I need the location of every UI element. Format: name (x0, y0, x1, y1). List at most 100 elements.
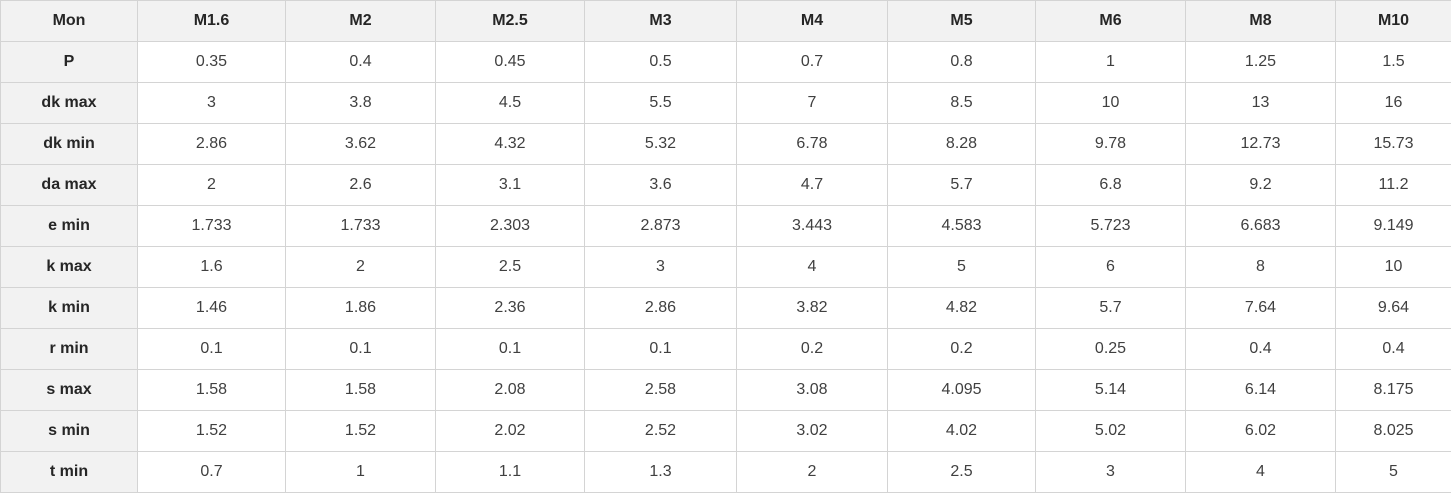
table-cell: 2.58 (584, 369, 737, 411)
table-cell: 2.52 (584, 410, 737, 452)
table-cell: 10 (1335, 246, 1451, 288)
column-header-m3: M3 (584, 0, 737, 42)
table-row: s max 1.58 1.58 2.08 2.58 3.08 4.095 5.14 6.14 8.… (0, 369, 1451, 411)
table-cell: 3.6 (584, 164, 737, 206)
row-label: r min (0, 328, 138, 370)
table-cell: 5.7 (1035, 287, 1186, 329)
column-header-m10: M10 (1335, 0, 1451, 42)
table-cell: 2.5 (887, 451, 1036, 493)
table-cell: 1.52 (285, 410, 436, 452)
table-cell: 3 (137, 82, 286, 124)
table-cell: 2 (137, 164, 286, 206)
table-cell: 5.723 (1035, 205, 1186, 247)
table-cell: 8.28 (887, 123, 1036, 165)
table-cell: 15.73 (1335, 123, 1451, 165)
row-label: s min (0, 410, 138, 452)
table-row: P 0.35 0.4 0.45 0.5 0.7 0.8 1 1.25 1.5 (0, 41, 1451, 83)
table-cell: 3.1 (435, 164, 585, 206)
table-cell: 4.583 (887, 205, 1036, 247)
table-cell: 5.14 (1035, 369, 1186, 411)
table-cell: 4 (1185, 451, 1336, 493)
table-cell: 7 (736, 82, 888, 124)
table-cell: 1.733 (285, 205, 436, 247)
table-row: e min 1.733 1.733 2.303 2.873 3.443 4.583 5.723… (0, 205, 1451, 247)
table-cell: 1.52 (137, 410, 286, 452)
table-row: dk min 2.86 3.62 4.32 5.32 6.78 8.28 9.78 12.73 1… (0, 123, 1451, 165)
table-cell: 6.683 (1185, 205, 1336, 247)
table-cell: 16 (1335, 82, 1451, 124)
table-cell: 0.5 (584, 41, 737, 83)
table-cell: 1.1 (435, 451, 585, 493)
table-cell: 0.35 (137, 41, 286, 83)
table-cell: 2.86 (584, 287, 737, 329)
table-cell: 0.4 (285, 41, 436, 83)
table-row: k min 1.46 1.86 2.36 2.86 3.82 4.82 5.7 7.64 9.64 (0, 287, 1451, 329)
table-cell: 3.02 (736, 410, 888, 452)
table-cell: 8.175 (1335, 369, 1451, 411)
table-cell: 6.78 (736, 123, 888, 165)
table-cell: 2.02 (435, 410, 585, 452)
column-header-m5: M5 (887, 0, 1036, 42)
table-cell: 1.3 (584, 451, 737, 493)
table-cell: 2.6 (285, 164, 436, 206)
table-cell: 0.1 (137, 328, 286, 370)
column-header-m1.6: M1.6 (137, 0, 286, 42)
table-cell: 0.7 (736, 41, 888, 83)
table-cell: 4.82 (887, 287, 1036, 329)
table-header-row: Mon M1.6 M2 M2.5 M3 M4 M5 M6 M8 M10 (0, 0, 1451, 42)
table-cell: 6.14 (1185, 369, 1336, 411)
table-cell: 3 (584, 246, 737, 288)
header-row: Mon M1.6 M2 M2.5 M3 M4 M5 M6 M8 M10 (0, 0, 1451, 42)
row-label: da max (0, 164, 138, 206)
table-cell: 0.7 (137, 451, 286, 493)
table-row: dk max 3 3.8 4.5 5.5 7 8.5 10 13 16 (0, 82, 1451, 124)
table-cell: 2 (285, 246, 436, 288)
table-cell: 2.08 (435, 369, 585, 411)
column-header-m2: M2 (285, 0, 436, 42)
corner-header-cell: Mon (0, 0, 138, 42)
table-cell: 10 (1035, 82, 1186, 124)
table-cell: 4.32 (435, 123, 585, 165)
table-cell: 5.32 (584, 123, 737, 165)
column-header-m2.5: M2.5 (435, 0, 585, 42)
row-label: dk min (0, 123, 138, 165)
row-label: e min (0, 205, 138, 247)
table-cell: 8.025 (1335, 410, 1451, 452)
table-cell: 11.2 (1335, 164, 1451, 206)
table-cell: 0.8 (887, 41, 1036, 83)
table-cell: 3.443 (736, 205, 888, 247)
table-row: k max 1.6 2 2.5 3 4 5 6 8 10 (0, 246, 1451, 288)
table-cell: 2.36 (435, 287, 585, 329)
table-cell: 9.149 (1335, 205, 1451, 247)
table-row: s min 1.52 1.52 2.02 2.52 3.02 4.02 5.02 6.02 8.0… (0, 410, 1451, 452)
table-cell: 8.5 (887, 82, 1036, 124)
table-cell: 0.4 (1185, 328, 1336, 370)
table-cell: 2.86 (137, 123, 286, 165)
table-cell: 9.64 (1335, 287, 1451, 329)
table-cell: 9.2 (1185, 164, 1336, 206)
table-cell: 5.5 (584, 82, 737, 124)
table-cell: 2 (736, 451, 888, 493)
table-cell: 4.02 (887, 410, 1036, 452)
table-cell: 5.7 (887, 164, 1036, 206)
table-cell: 0.45 (435, 41, 585, 83)
table-cell: 5 (1335, 451, 1451, 493)
table-cell: 13 (1185, 82, 1336, 124)
table-cell: 4.5 (435, 82, 585, 124)
table-cell: 0.1 (435, 328, 585, 370)
table-cell: 6 (1035, 246, 1186, 288)
table-cell: 6.02 (1185, 410, 1336, 452)
table-cell: 3.82 (736, 287, 888, 329)
table-cell: 3.62 (285, 123, 436, 165)
table-cell: 2.873 (584, 205, 737, 247)
row-label: s max (0, 369, 138, 411)
table-cell: 3.8 (285, 82, 436, 124)
table-cell: 1.25 (1185, 41, 1336, 83)
table-cell: 12.73 (1185, 123, 1336, 165)
table-cell: 1.58 (285, 369, 436, 411)
table-cell: 4 (736, 246, 888, 288)
table-cell: 5 (887, 246, 1036, 288)
table-cell: 1.58 (137, 369, 286, 411)
